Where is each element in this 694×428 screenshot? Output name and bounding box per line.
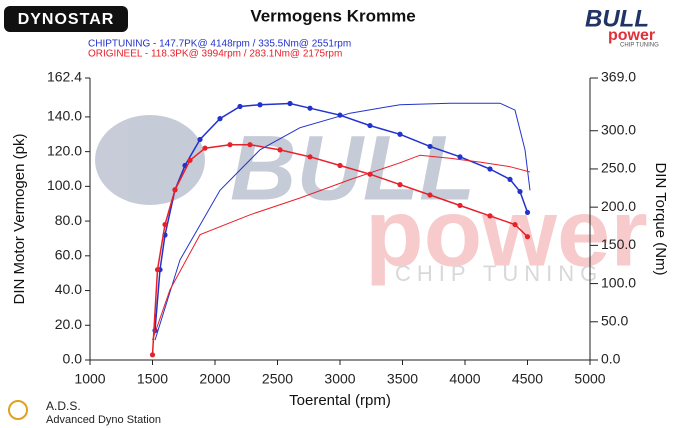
power-point (247, 142, 253, 148)
torque-line (152, 154, 531, 341)
power-point (277, 147, 283, 153)
y2-tick-label: 50.0 (601, 312, 628, 328)
power-point (237, 103, 243, 110)
power-point (337, 162, 343, 169)
power-point (517, 188, 523, 195)
y2-tick-label: 200.0 (601, 198, 636, 214)
logo-word: power (608, 27, 655, 44)
power-point (162, 221, 168, 228)
y2-axis-label: DIN Torque (Nm) (652, 162, 669, 275)
power-point (187, 157, 193, 163)
power-point (197, 136, 203, 143)
y-tick-label: 80.0 (55, 212, 82, 228)
logo-tagline: CHIP TUNING (620, 43, 659, 49)
power-point (427, 143, 433, 150)
power-point (397, 182, 403, 188)
power-point (457, 154, 463, 160)
power-point (149, 352, 156, 358)
power-point (524, 234, 531, 240)
power-line (151, 143, 529, 355)
y2-tick-label: 150.0 (601, 236, 636, 252)
footer-logo (8, 400, 28, 420)
y2-tick-label: 250.0 (601, 160, 636, 176)
watermark: BULL power CHIP TUNING (95, 115, 648, 286)
watermark-tagline: CHIP TUNING (395, 261, 603, 286)
power-point (307, 105, 313, 111)
y2-tick-label: 300.0 (601, 121, 636, 137)
power-point (202, 145, 208, 151)
power-point (154, 267, 161, 273)
power-point (487, 213, 493, 219)
legend-entry: CHIPTUNING - 147.7PK@ 4148rpm / 335.5Nm@… (88, 39, 351, 50)
watermark-word: BULL (230, 117, 475, 219)
y-tick-label: 20.0 (55, 316, 82, 332)
power-point (487, 166, 493, 172)
x-tick-label: 4500 (512, 371, 543, 387)
power-point (217, 116, 223, 122)
torque-line (154, 102, 531, 341)
x-tick-label: 2500 (262, 371, 293, 387)
power-point (427, 192, 433, 198)
power-point (457, 202, 463, 209)
power-point (257, 102, 263, 108)
x-tick-label: 3500 (387, 371, 418, 387)
power-point (524, 209, 531, 216)
x-tick-label: 2000 (199, 371, 230, 387)
y-tick-label: 0.0 (63, 351, 83, 367)
y-axis-label: DIN Motor Vermogen (pk) (11, 134, 28, 305)
legend-entry: ORIGINEEL - 118.3PK@ 3994rpm / 283.1Nm@ … (88, 49, 342, 60)
watermark-word: power (365, 179, 648, 286)
power-point (367, 122, 373, 129)
x-tick-label: 3000 (324, 371, 355, 387)
brand: DYNOSTAR (18, 11, 115, 28)
power-point (512, 221, 518, 228)
x-axis-label: Toerental (rpm) (289, 392, 391, 409)
power-point (227, 142, 233, 148)
power-point (307, 154, 313, 160)
y-tick-label: 60.0 (55, 247, 82, 263)
brand-logo (4, 6, 128, 32)
power-point (507, 176, 513, 183)
y2-tick-label: 0.0 (601, 351, 621, 367)
x-tick-label: 1500 (137, 371, 168, 387)
footer-title: A.D.S. (46, 399, 81, 413)
chart-title: Vermogens Kromme (250, 6, 415, 25)
x-tick-label: 1000 (74, 371, 105, 387)
y2-tick-label: 369.0 (601, 69, 636, 85)
x-tick-label: 5000 (574, 371, 605, 387)
y-tick-label: 40.0 (55, 281, 82, 297)
y-tick-label: 162.4 (47, 69, 82, 85)
power-point (172, 187, 178, 193)
power-point (287, 100, 293, 107)
power-point (397, 131, 403, 137)
y-tick-label: 100.0 (47, 177, 82, 193)
x-tick-label: 4000 (449, 371, 480, 387)
y2-tick-label: 100.0 (601, 274, 636, 290)
logo-word: BULL (585, 5, 649, 32)
y-tick-label: 140.0 (47, 108, 82, 124)
footer-subtitle: Advanced Dyno Station (46, 414, 161, 426)
y-tick-label: 120.0 (47, 142, 82, 158)
